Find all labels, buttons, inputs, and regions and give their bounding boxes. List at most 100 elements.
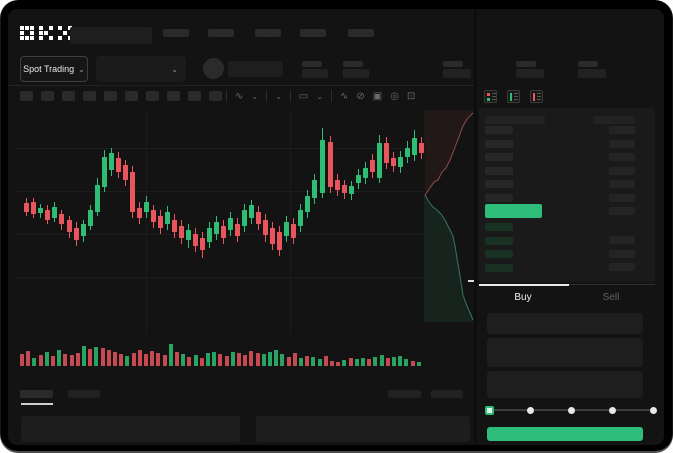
bottom-left-panel-skeleton [21, 416, 240, 442]
display-mode-icon[interactable]: ▭ [298, 90, 309, 102]
tab-buy[interactable]: Buy [514, 291, 532, 303]
toolbar-skeleton [104, 91, 117, 101]
volume-bar [398, 356, 403, 366]
okx-logo[interactable] [20, 26, 70, 40]
stat-value-skeleton [302, 69, 328, 78]
toolbar-separator [330, 90, 332, 102]
chevron-down-icon[interactable]: ⌄ [316, 91, 323, 101]
ask-size-skeleton [609, 180, 635, 188]
line-style-icon[interactable]: ∿ [235, 90, 244, 102]
nav-item-skeleton-5[interactable] [348, 29, 374, 37]
bottom-action-skeleton-2[interactable] [431, 390, 463, 398]
slider-stop[interactable] [526, 406, 534, 414]
orderbook-rows [8, 9, 664, 445]
candle [193, 234, 198, 246]
indicators-icon[interactable]: ∿ [339, 90, 349, 102]
stat-value-skeleton [516, 69, 544, 78]
nav-item-skeleton-2[interactable] [208, 29, 234, 37]
nav-item-skeleton-3[interactable] [255, 29, 281, 37]
bottom-tab-skeleton-active[interactable] [20, 390, 53, 398]
candle [305, 196, 310, 212]
chart-toolbar-icons: ∿ ⌄ ⌄ ▭ ⌄ ∿ ⊘ ▣ ◎ ⊡ [226, 88, 415, 104]
orderbook-view-combined-icon[interactable] [484, 90, 497, 103]
coin-avatar[interactable] [203, 58, 224, 79]
bid-row-skeleton [485, 250, 513, 258]
candle [391, 158, 396, 166]
candle [165, 212, 170, 224]
candle [74, 228, 79, 240]
slider-stop[interactable] [567, 406, 575, 414]
candle [59, 214, 64, 224]
snapshot-icon[interactable]: ▣ [372, 90, 383, 102]
bottom-action-skeleton-1[interactable] [388, 390, 421, 398]
okx-logo-x [58, 26, 62, 30]
candle [398, 157, 403, 167]
candle [328, 142, 333, 187]
candle [335, 180, 340, 190]
candle [363, 168, 368, 178]
candle [130, 172, 135, 212]
order-field-price[interactable] [487, 313, 643, 334]
chevron-down-icon: ⌄ [171, 64, 178, 74]
pair-dropdown[interactable]: ⌄ [96, 56, 186, 82]
tab-sell[interactable]: Sell [602, 291, 620, 303]
volume-bar [342, 360, 347, 366]
trade-tabs: Buy Sell [479, 284, 655, 310]
buy-submit-button[interactable] [487, 427, 643, 441]
candle [249, 205, 254, 218]
market-type-label: Spot Trading [23, 64, 75, 74]
market-type-selector[interactable]: Spot Trading ⌄ [20, 56, 88, 82]
volume-bar [299, 358, 303, 366]
volume-bar [367, 359, 372, 366]
volume-bar [69, 355, 74, 366]
toolbar-skeleton [20, 91, 33, 101]
fullscreen-icon[interactable]: ⊡ [406, 90, 416, 102]
last-price-block[interactable] [485, 204, 542, 218]
volume-bar [26, 351, 31, 366]
stat-label-skeleton [516, 61, 536, 67]
candlestick-chart[interactable] [16, 110, 424, 335]
slider-stop[interactable] [649, 406, 657, 414]
chevron-down-icon[interactable]: ⌄ [251, 91, 259, 101]
candle [291, 224, 296, 238]
candle [277, 232, 282, 250]
price-skeleton [228, 61, 283, 77]
chevron-down-icon[interactable]: ⌄ [275, 91, 282, 101]
volume-bar [274, 350, 279, 366]
volume-bar [199, 358, 204, 366]
candle [405, 148, 410, 157]
settings-icon[interactable]: ◎ [390, 90, 399, 102]
stat-label-skeleton [343, 61, 363, 67]
candle [242, 210, 247, 226]
candle [24, 203, 29, 212]
orderbook-header-skeleton-left [485, 116, 545, 124]
volume-bar [82, 346, 86, 366]
candle [320, 140, 325, 193]
slider-handle[interactable] [484, 405, 494, 415]
bottom-tab-skeleton[interactable] [68, 390, 100, 398]
compare-icon[interactable]: ⊘ [356, 90, 365, 102]
nav-item-skeleton-4[interactable] [300, 29, 326, 37]
ask-row-skeleton [485, 126, 513, 134]
candle [221, 226, 226, 238]
toolbar-skeleton [83, 91, 96, 101]
orderbook-view-asks-icon[interactable] [530, 90, 543, 103]
volume-bar [63, 354, 68, 366]
slider-stop[interactable] [608, 406, 616, 414]
bid-size-skeleton [609, 236, 635, 244]
candle [214, 222, 219, 234]
amount-slider[interactable] [479, 402, 657, 418]
candle [95, 185, 100, 212]
volume-bar [286, 357, 291, 366]
volume-bar [230, 352, 235, 366]
order-field-amount[interactable] [487, 338, 643, 367]
volume-bar [385, 358, 390, 366]
candle [312, 180, 317, 198]
orderbook-view-bids-icon[interactable] [507, 90, 520, 103]
gridline [16, 191, 424, 192]
order-field-total[interactable] [487, 371, 643, 398]
bid-row-skeleton [485, 223, 513, 231]
bottom-tab-underline [21, 403, 53, 405]
nav-item-skeleton-1[interactable] [163, 29, 189, 37]
candle [349, 186, 354, 194]
